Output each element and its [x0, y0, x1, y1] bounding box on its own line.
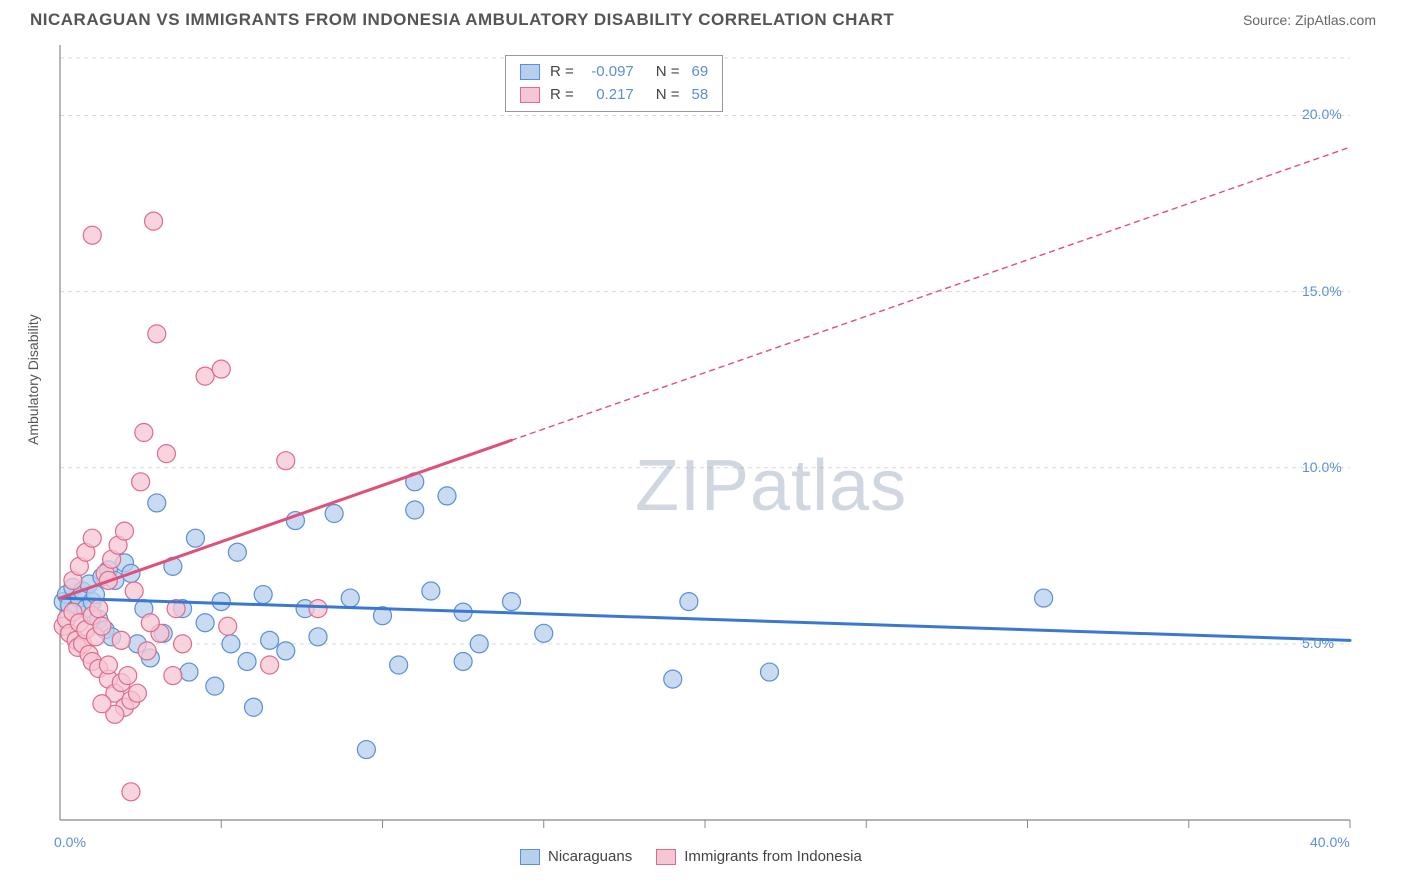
- stat-r-label: R =: [550, 60, 574, 83]
- y-tick-label: 15.0%: [1302, 283, 1342, 299]
- source-label: Source: ZipAtlas.com: [1243, 12, 1376, 28]
- stat-r-value: -0.097: [582, 60, 634, 83]
- y-tick-label: 5.0%: [1302, 635, 1334, 651]
- watermark: ZIPatlas: [635, 445, 907, 527]
- legend-item: Immigrants from Indonesia: [656, 848, 862, 865]
- stat-n-value: 58: [692, 83, 709, 106]
- legend-label: Nicaraguans: [548, 848, 632, 865]
- stat-n-label: N =: [656, 60, 680, 83]
- legend-item: Nicaraguans: [520, 848, 632, 865]
- bottom-legend: Nicaraguans Immigrants from Indonesia: [520, 848, 862, 865]
- chart-title: NICARAGUAN VS IMMIGRANTS FROM INDONESIA …: [30, 10, 894, 30]
- y-tick-label: 10.0%: [1302, 459, 1342, 475]
- stat-n-value: 69: [692, 60, 709, 83]
- x-tick-label: 40.0%: [1310, 834, 1350, 850]
- y-tick-label: 20.0%: [1302, 106, 1342, 122]
- legend-swatch: [520, 64, 540, 80]
- chart-area: Ambulatory Disability ZIPatlas R =-0.097…: [50, 45, 1390, 865]
- legend-swatch: [520, 87, 540, 103]
- stat-r-value: 0.217: [582, 83, 634, 106]
- legend-swatch: [520, 849, 540, 865]
- legend-swatch: [656, 849, 676, 865]
- stats-row: R = 0.217 N = 58: [520, 83, 708, 106]
- stat-r-label: R =: [550, 83, 574, 106]
- header: NICARAGUAN VS IMMIGRANTS FROM INDONESIA …: [0, 0, 1406, 38]
- y-axis-label: Ambulatory Disability: [25, 314, 41, 445]
- legend-label: Immigrants from Indonesia: [684, 848, 862, 865]
- stats-row: R = -0.097 N = 69: [520, 60, 708, 83]
- x-tick-label: 0.0%: [54, 834, 86, 850]
- stats-legend: R = -0.097 N = 69 R = 0.217 N = 58: [505, 55, 723, 112]
- stat-n-label: N =: [656, 83, 680, 106]
